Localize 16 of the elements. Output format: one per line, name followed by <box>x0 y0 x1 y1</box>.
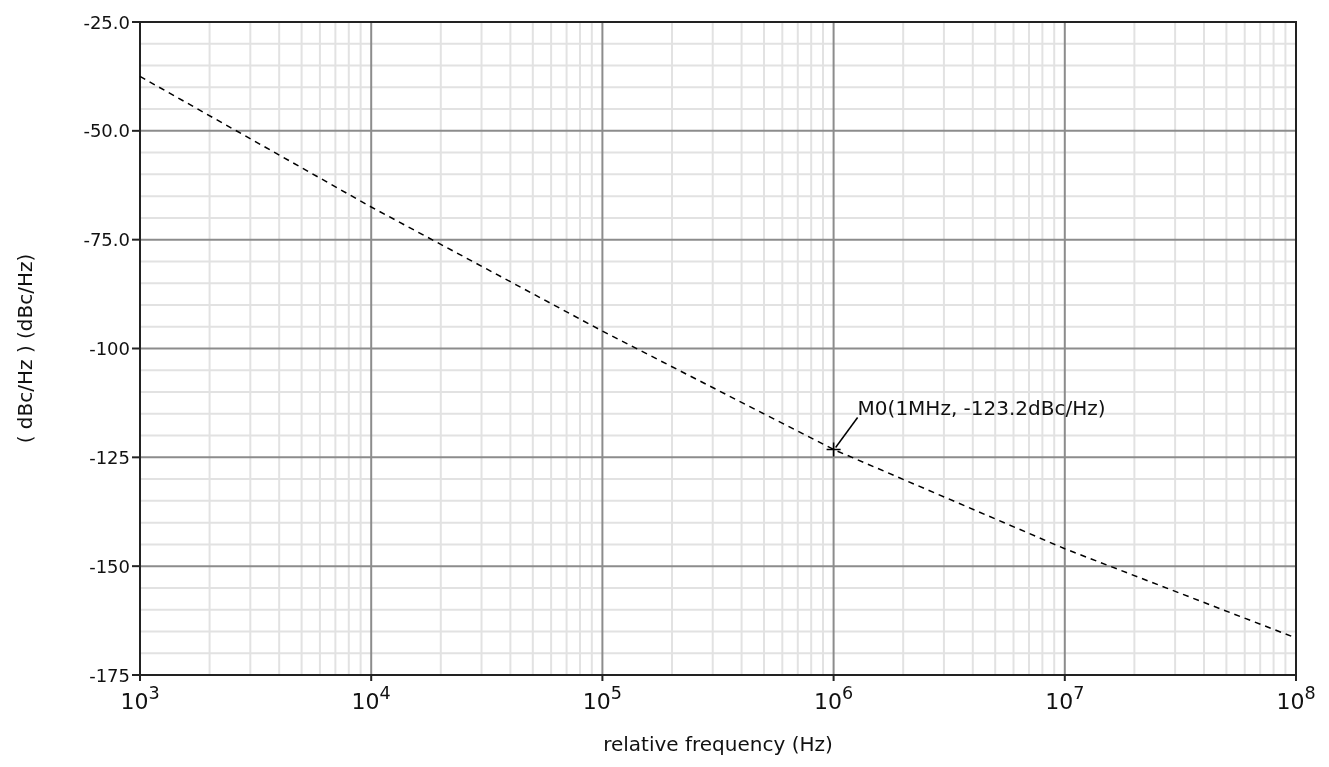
y-tick-label: -100 <box>89 338 130 359</box>
y-tick-label: -125 <box>89 446 130 468</box>
x-tick-label: 10$^{7}$ <box>1045 683 1085 714</box>
x-axis-title: relative frequency (Hz) <box>603 732 833 756</box>
y-tick-label: -25.0 <box>83 11 130 33</box>
y-tick-label: -75.0 <box>83 229 130 251</box>
y-axis-title: ( dBc/Hz ) (dBc/Hz) <box>13 253 37 444</box>
annotation: M0(1MHz, -123.2dBc/Hz) <box>857 396 1106 421</box>
x-tick-label: 10$^{4}$ <box>351 683 391 714</box>
y-tick-label: -175 <box>89 664 130 686</box>
y-tick-label: -50.0 <box>83 120 130 142</box>
x-tick-label: 10$^{8}$ <box>1276 683 1316 714</box>
x-tick-label: 10$^{6}$ <box>814 683 854 714</box>
x-tick-label: 10$^{5}$ <box>582 683 622 714</box>
x-tick-label: 10$^{3}$ <box>120 683 160 714</box>
y-tick-label: -150 <box>89 555 130 577</box>
